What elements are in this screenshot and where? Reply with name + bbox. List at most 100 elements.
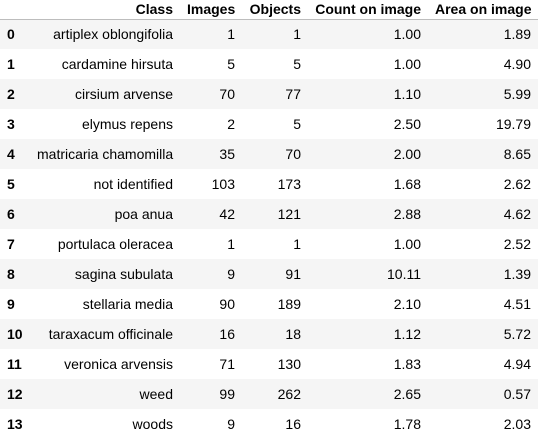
header-class: Class xyxy=(30,0,180,20)
cell-count-on-image: 1.83 xyxy=(393,356,421,372)
cell-class: weed xyxy=(139,386,173,402)
row-index: 1 xyxy=(7,56,15,72)
cell-objects: 91 xyxy=(285,266,301,282)
cell-count-on-image: 1.78 xyxy=(393,416,421,432)
cell-class: woods xyxy=(132,416,173,432)
cell-images: 1 xyxy=(227,26,235,43)
cell-count-on-image: 2.00 xyxy=(393,146,421,162)
cell-area-on-image: 5.99 xyxy=(503,86,531,102)
table-row: 1 cardamine hirsuta 5 5 1.00 4.90 xyxy=(0,49,538,79)
table-row: 13 woods 9 16 1.78 2.03 xyxy=(0,409,538,439)
cell-class: cardamine hirsuta xyxy=(61,56,173,72)
table-row: 6 poa anua 42 121 2.88 4.62 xyxy=(0,199,538,229)
table-row: 3 elymus repens 2 5 2.50 19.79 xyxy=(0,109,538,139)
cell-images: 5 xyxy=(227,56,235,72)
cell-class: veronica arvensis xyxy=(64,356,173,372)
cell-count-on-image: 1.00 xyxy=(393,56,421,72)
cell-class: not identified xyxy=(93,176,173,192)
row-index: 10 xyxy=(7,326,23,342)
cell-count-on-image: 1.68 xyxy=(393,176,421,192)
table-row: 5 not identified 103 173 1.68 2.62 xyxy=(0,169,538,199)
cell-images: 9 xyxy=(227,416,235,432)
cell-area-on-image: 5.72 xyxy=(503,326,531,342)
cell-area-on-image: 4.62 xyxy=(503,206,531,222)
cell-objects: 18 xyxy=(285,326,301,342)
cell-class: taraxacum officinale xyxy=(48,326,173,342)
cell-area-on-image: 19.79 xyxy=(495,116,531,132)
table-row: 8 sagina subulata 9 91 10.11 1.39 xyxy=(0,259,538,289)
header-objects: Objects xyxy=(242,0,308,20)
cell-images: 1 xyxy=(227,236,235,252)
cell-objects: 5 xyxy=(293,56,301,72)
header-count-on-image: Count on image xyxy=(308,0,428,20)
cell-images: 42 xyxy=(219,206,235,222)
cell-area-on-image: 1.89 xyxy=(503,26,531,43)
row-index: 9 xyxy=(7,296,15,312)
row-index: 8 xyxy=(7,266,15,282)
cell-class: artiplex oblongifolia xyxy=(53,26,173,43)
table-row: 2 cirsium arvense 70 77 1.10 5.99 xyxy=(0,79,538,109)
cell-area-on-image: 2.62 xyxy=(503,176,531,192)
cell-class: poa anua xyxy=(114,206,173,222)
row-index: 12 xyxy=(7,386,23,402)
row-index: 4 xyxy=(7,146,15,162)
cell-area-on-image: 4.90 xyxy=(503,56,531,72)
cell-count-on-image: 2.65 xyxy=(393,386,421,402)
table-row: 4 matricaria chamomilla 35 70 2.00 8.65 xyxy=(0,139,538,169)
header-index xyxy=(0,0,30,20)
row-index: 11 xyxy=(7,356,22,372)
cell-class: stellaria media xyxy=(82,296,173,312)
table-row: 9 stellaria media 90 189 2.10 4.51 xyxy=(0,289,538,319)
cell-images: 35 xyxy=(219,146,235,162)
cell-images: 99 xyxy=(219,386,235,402)
header-area-on-image: Area on image xyxy=(428,0,538,20)
cell-images: 71 xyxy=(219,356,235,372)
cell-images: 103 xyxy=(211,176,235,192)
row-index: 2 xyxy=(7,86,15,102)
row-index: 7 xyxy=(7,236,15,252)
cell-objects: 121 xyxy=(277,206,301,222)
table-row: 0 artiplex oblongifolia 1 1 1.00 1.89 xyxy=(0,19,538,49)
table-row: 10 taraxacum officinale 16 18 1.12 5.72 xyxy=(0,319,538,349)
cell-area-on-image: 4.51 xyxy=(503,296,531,312)
cell-images: 70 xyxy=(219,86,235,102)
cell-area-on-image: 1.39 xyxy=(503,266,531,282)
cell-count-on-image: 2.10 xyxy=(393,296,421,312)
cell-objects: 16 xyxy=(285,416,301,432)
cell-area-on-image: 0.57 xyxy=(503,386,531,402)
cell-count-on-image: 10.11 xyxy=(387,266,421,282)
cell-count-on-image: 1.12 xyxy=(393,326,421,342)
cell-class: cirsium arvense xyxy=(74,86,173,102)
cell-objects: 1 xyxy=(293,236,301,252)
cell-area-on-image: 8.65 xyxy=(503,146,531,162)
cell-area-on-image: 2.03 xyxy=(503,416,531,432)
cell-images: 16 xyxy=(219,326,235,342)
row-index: 0 xyxy=(7,26,15,43)
cell-class: sagina subulata xyxy=(74,266,173,282)
cell-objects: 262 xyxy=(277,386,301,402)
cell-objects: 5 xyxy=(293,116,301,132)
cell-images: 9 xyxy=(227,266,235,282)
row-index: 5 xyxy=(7,176,15,192)
cell-objects: 130 xyxy=(277,356,301,372)
cell-area-on-image: 4.94 xyxy=(503,356,531,372)
cell-objects: 1 xyxy=(293,26,301,43)
row-index: 3 xyxy=(7,116,15,132)
cell-count-on-image: 2.88 xyxy=(393,206,421,222)
table-row: 11 veronica arvensis 71 130 1.83 4.94 xyxy=(0,349,538,379)
cell-objects: 70 xyxy=(285,146,301,162)
header-images: Images xyxy=(180,0,242,20)
cell-count-on-image: 1.10 xyxy=(393,86,421,102)
table-body: 0 artiplex oblongifolia 1 1 1.00 1.89 1 cardami… xyxy=(0,19,538,439)
cell-class: matricaria chamomilla xyxy=(37,146,174,162)
header-row: Class Images Objects Count on image Area… xyxy=(0,0,538,20)
cell-count-on-image: 1.00 xyxy=(393,26,421,43)
cell-count-on-image: 1.00 xyxy=(393,236,421,252)
table-row: 7 portulaca oleracea 1 1 1.00 2.52 xyxy=(0,229,538,259)
table-header: Class Images Objects Count on image Area… xyxy=(0,0,538,20)
cell-images: 90 xyxy=(219,296,235,312)
table-row: 12 weed 99 262 2.65 0.57 xyxy=(0,379,538,409)
cell-class: elymus repens xyxy=(81,116,173,132)
cell-class: portulaca oleracea xyxy=(57,236,173,252)
